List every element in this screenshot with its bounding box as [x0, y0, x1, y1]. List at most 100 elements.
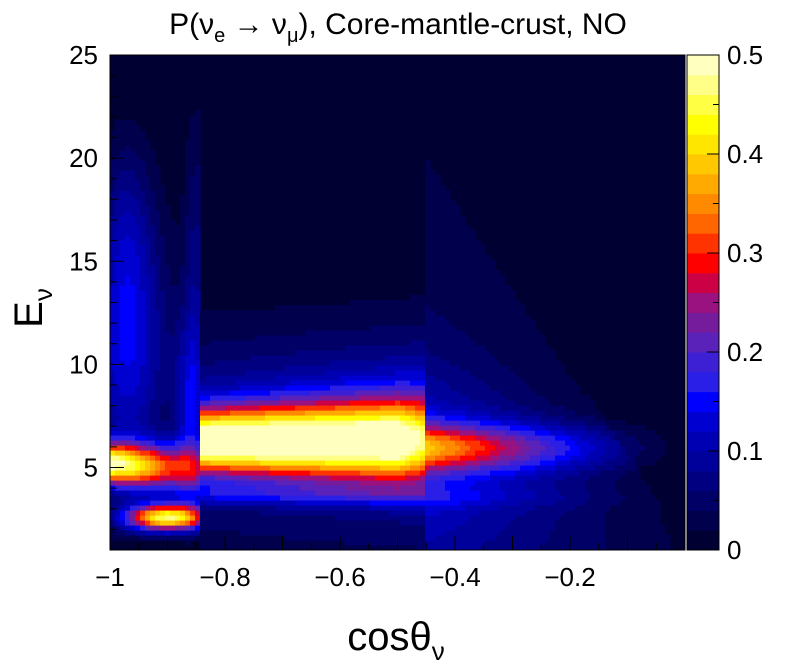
heatmap-cell — [180, 280, 186, 286]
heatmap-cell — [500, 280, 506, 286]
heatmap-cell — [465, 330, 471, 336]
heatmap-cell — [155, 255, 161, 261]
heatmap-cell — [175, 295, 181, 301]
heatmap-cell — [325, 385, 331, 391]
heatmap-cell — [340, 320, 346, 326]
heatmap-cell — [385, 365, 391, 371]
heatmap-cell — [325, 525, 331, 531]
heatmap-cell — [355, 545, 361, 550]
heatmap-cell — [130, 210, 136, 216]
heatmap-cell — [535, 545, 541, 550]
heatmap-cell — [430, 395, 436, 401]
heatmap-cell — [425, 295, 431, 301]
heatmap-cell — [185, 340, 191, 346]
heatmap-cell — [255, 400, 261, 406]
heatmap-cell — [370, 390, 376, 396]
heatmap-cell — [265, 350, 271, 356]
heatmap-cell — [325, 545, 331, 550]
heatmap-cell — [455, 360, 461, 366]
heatmap-cell — [125, 510, 131, 516]
heatmap-cell — [265, 480, 271, 486]
heatmap-cell — [440, 230, 446, 236]
heatmap-cell — [240, 460, 246, 466]
heatmap-cell — [120, 395, 126, 401]
heatmap-cell — [175, 505, 181, 511]
heatmap-cell — [170, 240, 176, 246]
heatmap-cell — [120, 415, 126, 421]
heatmap-cell — [355, 500, 361, 506]
heatmap-cell — [215, 450, 221, 456]
heatmap-cell — [390, 475, 396, 481]
heatmap-cell — [435, 390, 441, 396]
heatmap-cell — [330, 395, 336, 401]
heatmap-cell — [175, 400, 181, 406]
heatmap-cell — [240, 435, 246, 441]
heatmap-cell — [220, 470, 226, 476]
heatmap-cell — [170, 535, 176, 541]
heatmap-cell — [260, 330, 266, 336]
heatmap-cell — [225, 465, 231, 471]
heatmap-cell — [120, 520, 126, 526]
heatmap-cell — [155, 500, 161, 506]
heatmap-cell — [155, 315, 161, 321]
heatmap-cell — [225, 430, 231, 436]
heatmap-cell — [115, 120, 121, 126]
heatmap-cell — [145, 150, 151, 156]
heatmap-cell — [525, 500, 531, 506]
heatmap-cell — [295, 460, 301, 466]
heatmap-cell — [480, 250, 486, 256]
heatmap-cell — [230, 420, 236, 426]
heatmap-cell — [125, 380, 131, 386]
heatmap-cell — [490, 480, 496, 486]
heatmap-cell — [190, 305, 196, 311]
heatmap-cell — [495, 355, 501, 361]
heatmap-cell — [355, 435, 361, 441]
heatmap-cell — [145, 360, 151, 366]
heatmap-cell — [325, 365, 331, 371]
heatmap-cell — [465, 515, 471, 521]
heatmap-cell — [110, 285, 116, 291]
heatmap-cell — [345, 405, 351, 411]
heatmap-cell — [120, 365, 126, 371]
heatmap-cell — [475, 315, 481, 321]
heatmap-cell — [160, 305, 166, 311]
heatmap-cell — [200, 315, 206, 321]
heatmap-cell — [130, 280, 136, 286]
heatmap-cell — [285, 540, 291, 546]
heatmap-cell — [140, 485, 146, 491]
heatmap-cell — [235, 470, 241, 476]
heatmap-cell — [285, 490, 291, 496]
heatmap-cell — [285, 480, 291, 486]
heatmap-cell — [155, 510, 161, 516]
heatmap-cell — [305, 350, 311, 356]
heatmap-cell — [125, 340, 131, 346]
heatmap-cell — [215, 320, 221, 326]
heatmap-cell — [425, 225, 431, 231]
heatmap-cell — [300, 320, 306, 326]
heatmap-cell — [205, 520, 211, 526]
heatmap-cell — [430, 365, 436, 371]
heatmap-cell — [210, 530, 216, 536]
heatmap-cell — [195, 260, 201, 266]
heatmap-cell — [110, 385, 116, 391]
heatmap-cell — [205, 505, 211, 511]
heatmap-cell — [445, 305, 451, 311]
heatmap-cell — [315, 310, 321, 316]
heatmap-cell — [455, 540, 461, 546]
heatmap-cell — [280, 360, 286, 366]
heatmap-cell — [330, 410, 336, 416]
heatmap-cell — [140, 385, 146, 391]
heatmap-cell — [110, 185, 116, 191]
heatmap-cell — [285, 475, 291, 481]
heatmap-cell — [170, 295, 176, 301]
heatmap-cell — [315, 360, 321, 366]
heatmap-cell — [440, 335, 446, 341]
heatmap-cell — [525, 415, 531, 421]
heatmap-cell — [485, 255, 491, 261]
heatmap-cell — [350, 460, 356, 466]
heatmap-cell — [335, 455, 341, 461]
heatmap-cell — [170, 405, 176, 411]
heatmap-cell — [265, 420, 271, 426]
heatmap-cell — [300, 310, 306, 316]
heatmap-cell — [460, 405, 466, 411]
